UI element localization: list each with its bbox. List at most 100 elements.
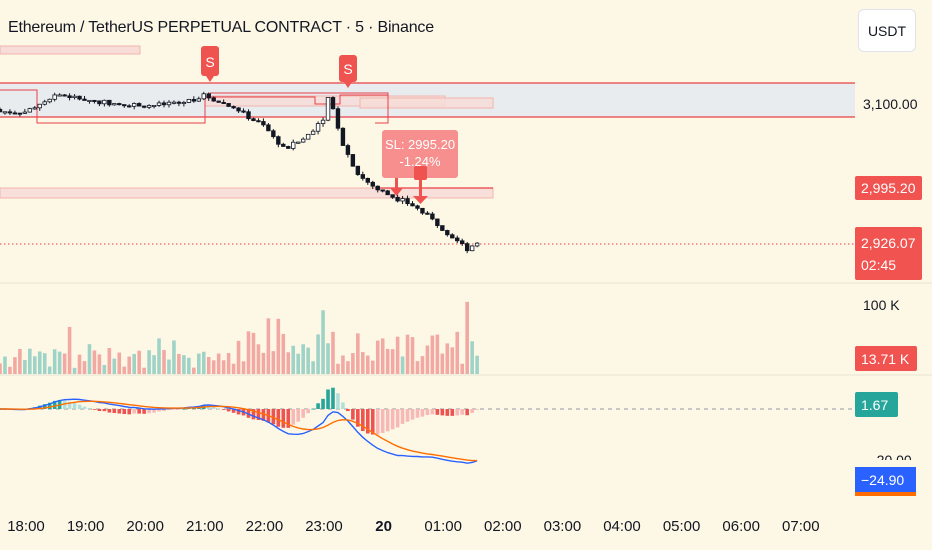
macd-histogram-bar [206,405,211,409]
macd-histogram-bar [465,409,469,416]
volume-bar [410,337,415,374]
candle-body [72,95,77,99]
sell-marker[interactable]: S [201,46,219,82]
time-axis[interactable]: 18:00 19:00 20:00 21:00 22:00 23:00 20 01:00 02:… [7,518,819,535]
candle-body [161,102,167,106]
volume-bar [271,351,276,374]
macd-histogram-bar [440,409,445,416]
volume-bar [465,301,469,374]
macd-histogram-tag: 1.67 [855,392,898,417]
macd-histogram-bar [236,409,241,415]
candle-body [191,99,197,102]
volume-bar [296,353,300,374]
candle-body [425,212,430,215]
volume-bar [356,333,360,374]
volume-bar [167,359,171,374]
trade-box-outline [210,92,389,120]
volume-bar [365,355,370,374]
macd-histogram-bar [77,404,82,409]
volume-bar [460,363,465,374]
macd-histogram-bar [112,409,117,414]
macd-histogram-bar [385,409,390,432]
macd-histogram-bar [351,409,355,420]
volume-bar [256,344,261,374]
volume-bar [321,310,325,374]
macd-histogram-bar [72,402,77,409]
macd-histogram-bar [127,409,132,415]
candle-body [340,127,346,146]
macd-histogram-bar [142,409,146,414]
macd-histogram-bar [216,408,221,410]
candle-body [310,130,316,135]
macd-histogram-bar [152,409,156,413]
macd-histogram-bar [321,398,325,409]
macd-histogram-bar [157,409,161,412]
candle-body [67,95,72,99]
volume-bar [8,366,12,374]
volume-bar [231,363,236,374]
macd-histogram-bar [62,400,67,409]
time-axis-label: 01:00 [424,518,462,535]
macd-histogram-bar [92,409,97,410]
candle-body [22,111,28,114]
candle-body [37,103,42,109]
volume-bar [87,344,92,374]
volume-bar [182,355,186,374]
macd-histogram-bar [460,409,465,415]
volume-bar [206,356,211,374]
macd-histogram-bar [400,409,405,424]
volume-bar [52,349,57,374]
volume-bar [147,350,151,374]
time-axis-label: 02:00 [484,518,522,535]
volume-bar [316,334,320,374]
macd-histogram-bar [291,409,296,425]
volume-bar [251,332,256,374]
time-axis-label: 04:00 [603,518,641,535]
candle-body [122,104,127,107]
volume-bar [132,354,136,374]
volume-bar [23,359,27,374]
volume-bar [375,340,380,374]
volume-bar [385,348,390,374]
candle-body [216,100,221,103]
macd-histogram-bar [346,409,350,412]
order-block-box [359,97,494,109]
order-block-box [0,45,141,55]
currency-selector[interactable]: USDT [858,9,916,52]
macd-histogram-bar [326,389,330,409]
candle-body [464,243,470,252]
volume-bar [18,348,22,374]
candle-body [241,110,246,113]
candle-body [430,213,435,220]
candle-body [47,98,52,103]
volume-bar [42,353,47,374]
candle-body [226,103,231,107]
volume-bar [415,361,420,374]
macd-histogram-bar [331,387,335,409]
time-axis-label: 21:00 [186,518,224,535]
candle-body [102,99,107,105]
candle-body [201,93,206,100]
sell-marker[interactable]: S [339,55,357,88]
stop-loss-label[interactable]: SL: 2995.20 -1.24% [382,130,458,178]
stop-loss-price: 2,995.20 [861,180,916,196]
candle-body [286,146,291,149]
candle-body [151,105,157,108]
candle-body [136,103,142,107]
candle-body [410,203,415,207]
time-axis-label: 23:00 [305,518,343,535]
macd-histogram-bar [167,409,171,410]
candle-body [156,102,162,106]
macd-histogram-bar [261,409,266,421]
macd-histogram-bar [296,409,300,422]
volume-bar [400,356,405,374]
macd-histogram-bar [450,409,455,416]
macd-histogram-bar [132,409,136,414]
macd-histogram-bar [211,406,216,409]
chart-title: Ethereum / TetherUS PERPETUAL CONTRACT ·… [8,19,434,36]
candle-body [0,108,3,113]
candle-body [295,141,301,144]
time-axis-label: 05:00 [663,518,701,535]
volume-bar [142,367,146,374]
